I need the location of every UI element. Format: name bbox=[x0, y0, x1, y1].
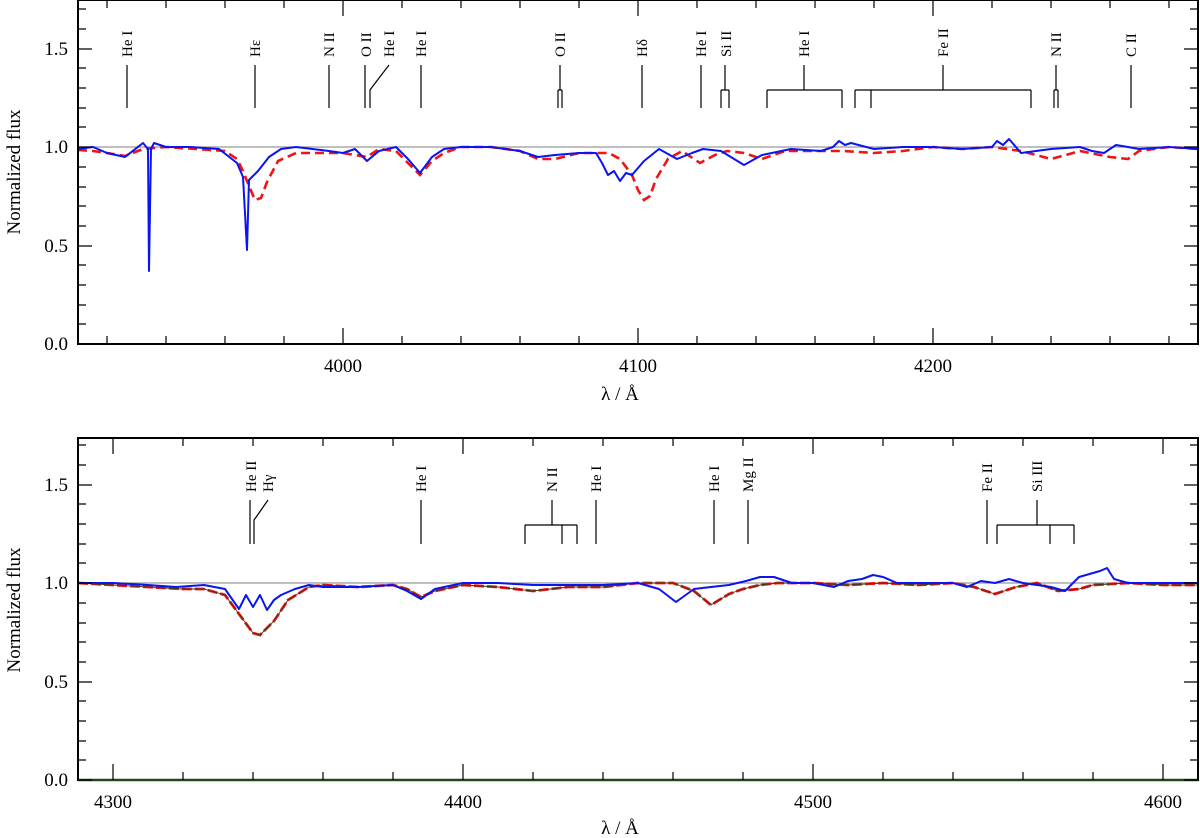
label-h-delta: Hδ bbox=[635, 39, 651, 57]
bottom-xtick-4600: 4600 bbox=[1144, 792, 1182, 813]
bottom-ytick-1.5: 1.5 bbox=[44, 475, 68, 496]
top-x-axis-title: λ / Å bbox=[601, 384, 639, 405]
model-spectrum-bottom bbox=[77, 581, 1198, 637]
label-he1-3926: He I bbox=[120, 31, 136, 57]
top-ytick-1.5: 1.5 bbox=[44, 39, 68, 60]
label-fe2: Fe II bbox=[936, 28, 952, 57]
label-si3: Si III bbox=[1030, 461, 1046, 492]
top-panel: 0.0 0.5 1.0 1.5 4000 4100 4200 λ / Å Nor… bbox=[4, 0, 1199, 405]
top-y-ticks bbox=[78, 8, 1198, 345]
label-he1-4026: He I bbox=[414, 31, 430, 57]
bottom-xtick-4500: 4500 bbox=[794, 792, 832, 813]
bottom-xtick-4300: 4300 bbox=[94, 792, 132, 813]
observed-spectrum-bottom bbox=[78, 567, 1198, 611]
bottom-ytick-1.0: 1.0 bbox=[44, 573, 68, 594]
label-he1-4121: He I bbox=[694, 31, 710, 57]
label-he1-4438: He I bbox=[589, 466, 605, 492]
label-h-epsilon: Hε bbox=[248, 40, 264, 57]
label-n2-4241: N II bbox=[1049, 32, 1065, 57]
top-xtick-4200: 4200 bbox=[914, 356, 952, 377]
label-h-gamma: Hγ bbox=[261, 474, 277, 492]
top-ytick-1.0: 1.0 bbox=[44, 137, 68, 158]
label-fe2: Fe II bbox=[980, 463, 996, 492]
bottom-x-ticks bbox=[112, 438, 1164, 780]
bottom-panel: 0.0 0.5 1.0 1.5 4300 4400 4500 4600 λ / … bbox=[4, 437, 1199, 838]
label-he1-4471: He I bbox=[707, 466, 723, 492]
bottom-y-axis-title: Normalized flux bbox=[4, 547, 25, 673]
label-n2-3995: N II bbox=[322, 32, 338, 57]
label-c2: C II bbox=[1124, 33, 1140, 57]
label-he1-4388: He I bbox=[414, 466, 430, 492]
bottom-y-ticks bbox=[78, 444, 1198, 781]
observed-spectrum-top bbox=[77, 138, 1199, 272]
top-y-axis-title: Normalized flux bbox=[4, 109, 25, 235]
label-mg2: Mg II bbox=[741, 457, 757, 492]
top-ytick-0: 0.0 bbox=[44, 334, 68, 355]
bottom-xtick-4400: 4400 bbox=[444, 792, 482, 813]
label-n2: N II bbox=[545, 467, 561, 492]
top-xtick-4000: 4000 bbox=[324, 356, 362, 377]
top-x-ticks bbox=[106, 0, 1170, 344]
bottom-ytick-0: 0.0 bbox=[44, 770, 68, 791]
top-line-labels: He I Hε N II O II He I He I O II Hδ He I… bbox=[120, 28, 1140, 57]
label-he2: He II bbox=[244, 461, 260, 492]
bottom-line-labels: He II Hγ He I N II He I He I Mg II Fe II… bbox=[244, 457, 1046, 492]
bottom-line-markers bbox=[249, 499, 1075, 544]
top-xtick-4100: 4100 bbox=[619, 356, 657, 377]
label-he1-4009: He I bbox=[382, 31, 398, 57]
model-spectrum-bottom-core bbox=[77, 582, 1198, 636]
bottom-x-axis-title: λ / Å bbox=[601, 818, 639, 838]
model-spectrum-top bbox=[77, 145, 1199, 202]
label-o2-4070: O II bbox=[553, 32, 569, 57]
top-ytick-0.5: 0.5 bbox=[44, 236, 68, 257]
label-si2: Si II bbox=[719, 31, 735, 57]
label-he1-4143: He I bbox=[797, 31, 813, 57]
top-line-markers bbox=[126, 64, 1132, 108]
label-o2-4007: O II bbox=[359, 32, 375, 57]
bottom-ytick-0.5: 0.5 bbox=[44, 672, 68, 693]
